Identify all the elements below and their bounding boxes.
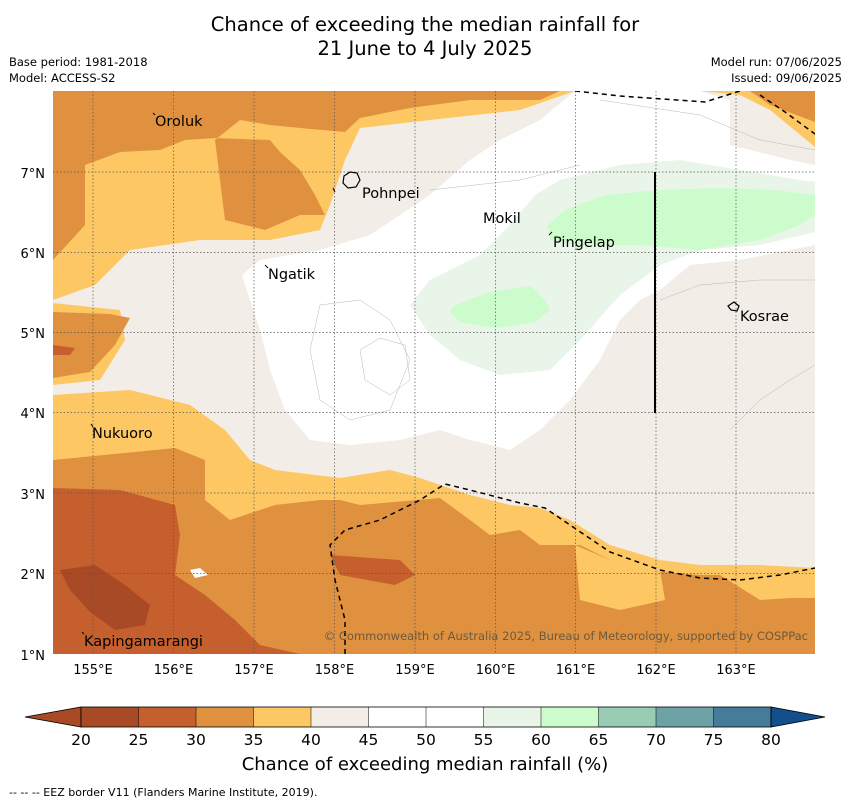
colorbar-bin-35-40 <box>253 707 311 727</box>
field-30-35-west <box>53 312 130 378</box>
eez-border <box>329 91 815 654</box>
colorbar-tick-35: 35 <box>244 731 264 749</box>
field-30-35-northeast <box>750 91 815 122</box>
field-60-65-east <box>548 188 815 250</box>
colorbar-tick-labels: 20 25 30 35 40 45 50 55 60 65 70 75 80 <box>71 731 781 749</box>
issued-date: Issued: 09/06/2025 <box>731 71 842 85</box>
atoll-marks <box>81 112 553 635</box>
lat-tick-3n: 3°N <box>21 488 46 503</box>
lon-tick-155e: 155°E <box>73 663 113 678</box>
colorbar-tick-40: 40 <box>301 731 321 749</box>
field-30-35-north <box>53 91 560 260</box>
colorbar-label: Chance of exceeding median rainfall (%) <box>241 754 609 775</box>
colorbar-tick-25: 25 <box>129 731 149 749</box>
lon-tick-158e: 158°E <box>315 663 355 678</box>
lat-tick-1n: 1°N <box>21 649 46 664</box>
map-title-line1: Chance of exceeding the median rainfall … <box>210 13 640 36</box>
ant-atoll-mark <box>332 187 336 193</box>
field-25-30-west <box>53 345 75 355</box>
colorbar-tick-50: 50 <box>416 731 436 749</box>
colorbar-bin-40-45 <box>311 707 369 727</box>
colorbar-bin-25-30 <box>138 707 196 727</box>
colorbar-bin-70-75 <box>656 707 714 727</box>
lat-tick-5n: 5°N <box>21 327 46 342</box>
colorbar-tick-45: 45 <box>359 731 379 749</box>
pohnpei-island-outline <box>342 171 361 189</box>
colorbar-tick-70: 70 <box>646 731 666 749</box>
colorbar-tick-65: 65 <box>589 731 609 749</box>
colorbar-extend-low <box>24 706 82 728</box>
colorbar-bin-20-25 <box>81 707 139 727</box>
lat-tick-4n: 4°N <box>21 407 46 422</box>
lon-tick-157e: 157°E <box>234 663 274 678</box>
colorbar-bin-60-65 <box>541 707 599 727</box>
eez-footnote: -- -- -- EEZ border V11 (Flanders Marine… <box>9 786 318 799</box>
lon-tick-163e: 163°E <box>716 663 756 678</box>
colorbar-tick-75: 75 <box>704 731 724 749</box>
field-60-65-west <box>450 286 550 328</box>
colorbar-extend-high <box>770 706 826 728</box>
lon-tick-160e: 160°E <box>476 663 516 678</box>
contour-fields: Oroluk Pohnpei Mokil Pingelap Ngatik Kos… <box>53 91 815 654</box>
place-label-pohnpei: Pohnpei <box>362 186 420 202</box>
base-period: Base period: 1981-2018 <box>9 55 148 69</box>
colorbar-bin-65-70 <box>598 707 656 727</box>
thin-contours <box>309 99 815 431</box>
model-name: Model: ACCESS-S2 <box>9 71 116 85</box>
lon-tick-161e: 161°E <box>556 663 596 678</box>
colorbar-tick-55: 55 <box>474 731 494 749</box>
colorbar-bin-45-50 <box>368 707 426 727</box>
colorbar-tick-20: 20 <box>71 731 91 749</box>
lon-tick-156e: 156°E <box>154 663 194 678</box>
lat-tick-2n: 2°N <box>21 568 46 583</box>
place-label-nukuoro: Nukuoro <box>92 426 153 442</box>
field-20-25-southwest <box>60 565 150 630</box>
colorbar-bin-30-35 <box>196 707 254 727</box>
kosrae-island-outline <box>727 301 740 312</box>
model-run-date: Model run: 07/06/2025 <box>710 55 842 69</box>
lon-tick-159e: 159°E <box>395 663 435 678</box>
field-small-white <box>190 568 208 578</box>
colorbar-tick-30: 30 <box>186 731 206 749</box>
map-title-line2: 21 June to 4 July 2025 <box>317 37 533 60</box>
lat-tick-7n: 7°N <box>21 167 46 182</box>
place-label-kosrae: Kosrae <box>740 309 789 325</box>
latitude-tick-labels: 1°N 2°N 3°N 4°N 5°N 6°N 7°N <box>21 167 46 664</box>
colorbar-bin-75-80 <box>713 707 771 727</box>
longitude-tick-labels: 155°E 156°E 157°E 158°E 159°E 160°E 161°… <box>73 663 756 678</box>
lat-tick-6n: 6°N <box>21 247 46 262</box>
field-35-40-southeast <box>575 545 665 610</box>
place-label-mokil: Mokil <box>483 211 521 227</box>
place-label-oroluk: Oroluk <box>155 114 203 130</box>
place-label-ngatik: Ngatik <box>268 267 316 283</box>
place-label-kapingamarangi: Kapingamarangi <box>84 634 203 650</box>
field-25-30-south <box>330 555 415 585</box>
graticule <box>53 91 815 654</box>
colorbar-tick-60: 60 <box>531 731 551 749</box>
colorbar-bin-55-60 <box>483 707 541 727</box>
copyright-notice: © Commonwealth of Australia 2025, Bureau… <box>324 629 808 643</box>
colorbar <box>24 706 826 728</box>
colorbar-tick-80: 80 <box>761 731 781 749</box>
place-label-pingelap: Pingelap <box>553 235 615 251</box>
colorbar-bin-50-55 <box>426 707 484 727</box>
lon-tick-162e: 162°E <box>636 663 676 678</box>
